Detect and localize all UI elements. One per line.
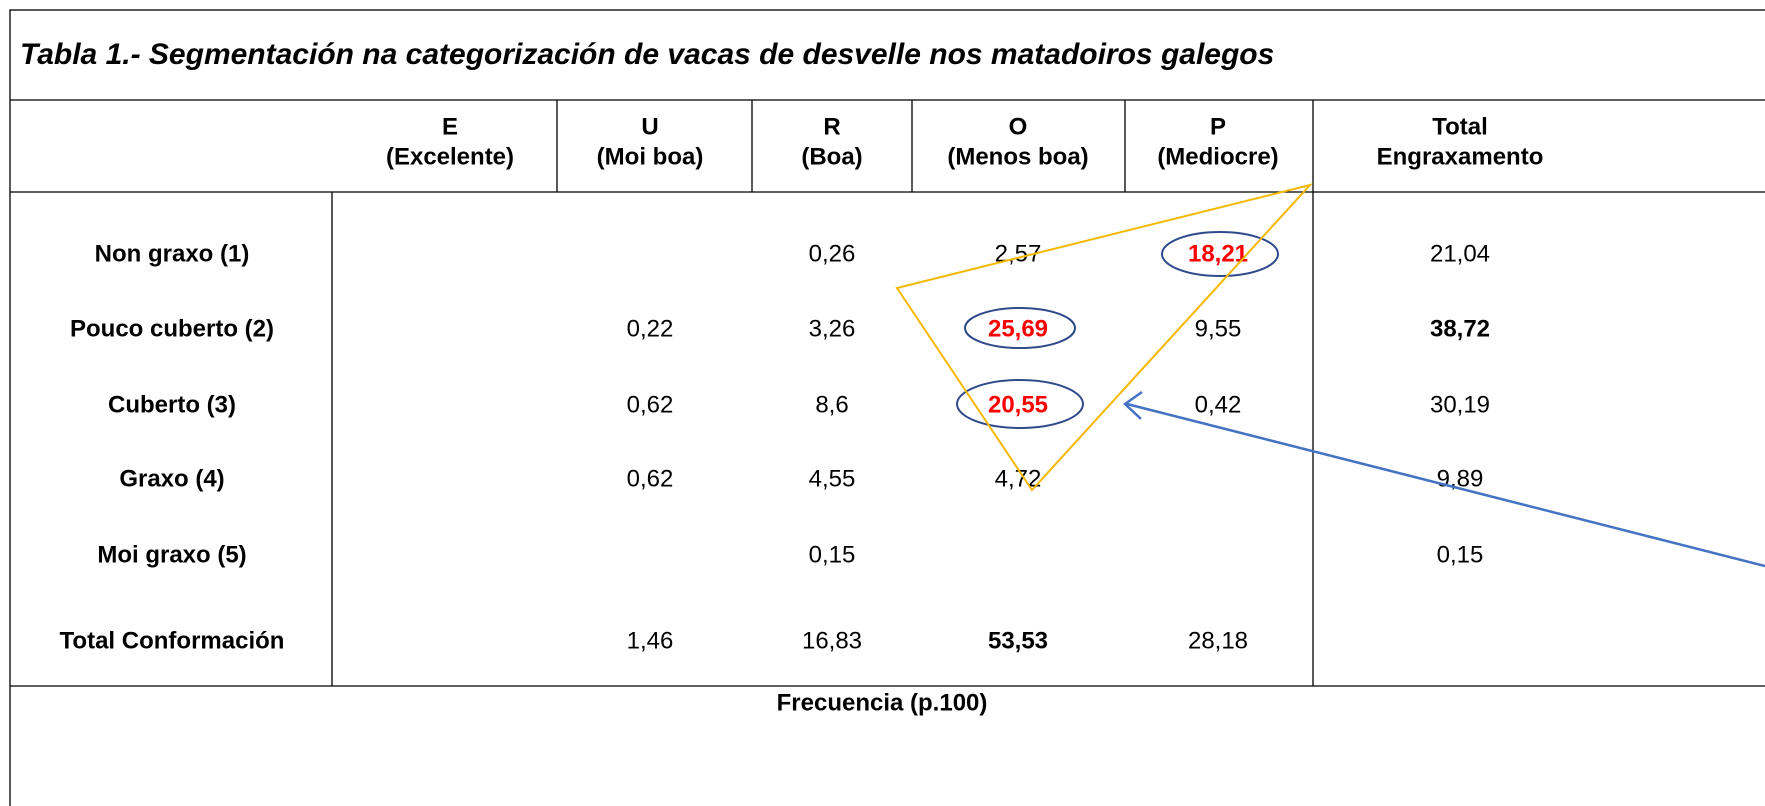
cell: 8,6 bbox=[815, 391, 848, 418]
row-label: Graxo (4) bbox=[119, 465, 224, 492]
cell: 3,26 bbox=[809, 315, 856, 342]
highlight-ellipse bbox=[1161, 231, 1279, 277]
footer: Frecuencia (p.100) bbox=[777, 689, 988, 716]
column-name: (Mediocre) bbox=[1157, 143, 1278, 170]
row-label: Cuberto (3) bbox=[108, 391, 236, 418]
cell: 0,15 bbox=[809, 541, 856, 568]
row-label: Non graxo (1) bbox=[95, 240, 250, 267]
column-name: (Excelente) bbox=[386, 143, 514, 170]
cell: 53,53 bbox=[988, 627, 1048, 654]
column-letter: R bbox=[823, 113, 840, 140]
row-label: Moi graxo (5) bbox=[97, 541, 246, 568]
row-label: Total Conformación bbox=[60, 627, 285, 654]
title: Tabla 1.- Segmentación na categorización… bbox=[20, 38, 1274, 71]
arrow bbox=[1126, 402, 1765, 568]
column-name: (Menos boa) bbox=[947, 143, 1088, 170]
cell: 0,62 bbox=[627, 391, 674, 418]
table-border bbox=[9, 9, 1765, 806]
triangle bbox=[895, 183, 1313, 492]
column-letter: P bbox=[1210, 113, 1226, 140]
cell: 9,55 bbox=[1195, 315, 1242, 342]
cell: 0,42 bbox=[1195, 391, 1242, 418]
cell: 38,72 bbox=[1430, 315, 1490, 342]
arrow-head bbox=[1123, 390, 1143, 420]
cell: 4,55 bbox=[809, 465, 856, 492]
cell: 0,22 bbox=[627, 315, 674, 342]
cell: 0,62 bbox=[627, 465, 674, 492]
annotations bbox=[895, 183, 1765, 568]
column-name: Engraxamento bbox=[1377, 143, 1544, 170]
highlight-ellipse bbox=[956, 379, 1084, 429]
highlight-ellipse bbox=[964, 307, 1076, 349]
column-letter: Total bbox=[1432, 113, 1488, 140]
cell: 1,46 bbox=[627, 627, 674, 654]
cell: 21,04 bbox=[1430, 240, 1490, 267]
cell: 25,69 bbox=[988, 315, 1048, 342]
cell: 16,83 bbox=[802, 627, 862, 654]
cell: 20,55 bbox=[988, 391, 1048, 418]
row-label: Pouco cuberto (2) bbox=[70, 315, 274, 342]
column-letter: O bbox=[1009, 113, 1028, 140]
cell: 0,15 bbox=[1437, 541, 1484, 568]
column-name: (Boa) bbox=[801, 143, 862, 170]
cell: 0,26 bbox=[809, 240, 856, 267]
cell: 30,19 bbox=[1430, 391, 1490, 418]
column-letter: U bbox=[641, 113, 658, 140]
cell: 28,18 bbox=[1188, 627, 1248, 654]
column-name: (Moi boa) bbox=[597, 143, 704, 170]
column-letter: E bbox=[442, 113, 458, 140]
